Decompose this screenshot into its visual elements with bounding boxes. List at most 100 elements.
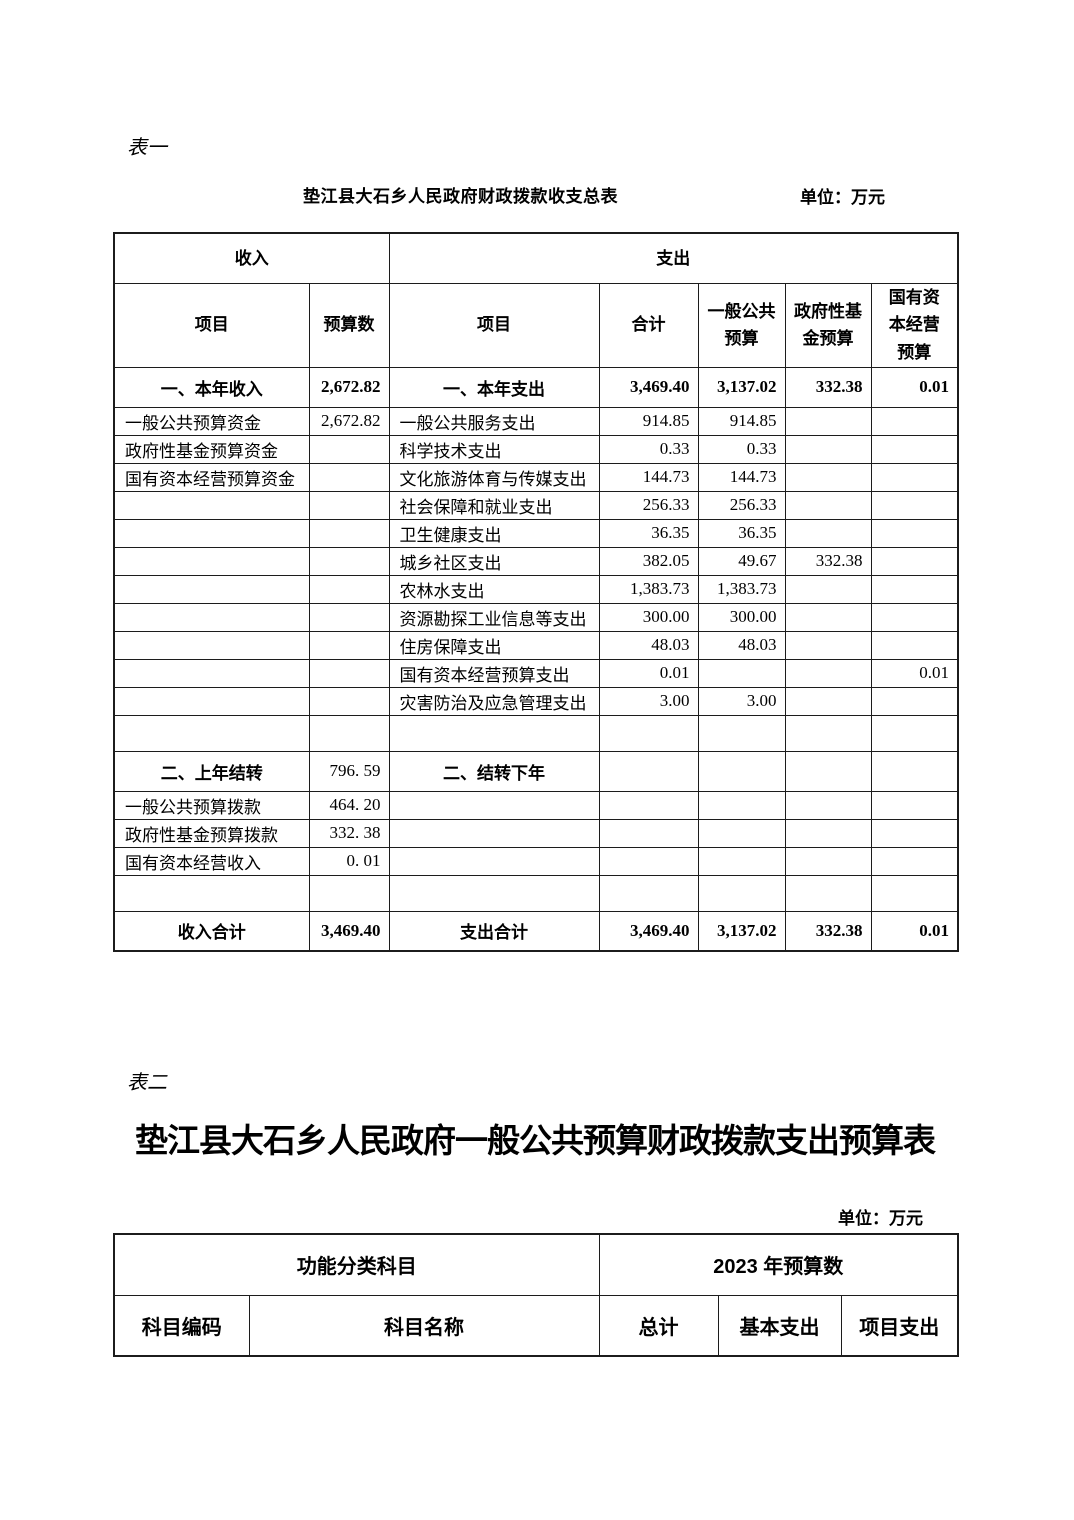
gov-fund-budget-cell: 332.38 (784, 546, 872, 576)
income-item-cell: 国有资本经营预算资金 (113, 462, 310, 492)
income-item-cell: 一、本年收入 (113, 366, 310, 408)
general-public-budget-cell: 1,383.73 (697, 574, 786, 604)
income-item-cell: 国有资本经营收入 (113, 846, 310, 876)
gov-fund-budget-cell (784, 630, 872, 660)
general-public-budget-cell: 914.85 (697, 406, 786, 436)
fiscal-summary-table: 收入 支出 项目 预算数 项目 合计 一般公共 预算 政府性基 金预算 国有资 … (113, 232, 960, 952)
budget-year-header: 2023 年预算数 (598, 1233, 959, 1296)
expense-total-cell (598, 790, 699, 820)
income-budget-cell (308, 518, 390, 548)
expense-total-cell (598, 874, 699, 912)
expense-item-cell (388, 846, 600, 876)
income-budget-cell (308, 658, 390, 688)
income-item-cell (113, 546, 310, 576)
state-capital-budget-cell (870, 574, 959, 604)
expense-item-cell: 一般公共服务支出 (388, 406, 600, 436)
subject-name-header: 科目名称 (248, 1294, 600, 1357)
expense-item-cell (388, 714, 600, 752)
income-item-cell (113, 686, 310, 716)
state-capital-budget-cell (870, 490, 959, 520)
table-row: 卫生健康支出 36.35 36.35 (113, 518, 959, 548)
general-public-budget-cell (697, 750, 786, 792)
income-item-cell (113, 602, 310, 632)
state-capital-budget-cell (870, 714, 959, 752)
income-budget-cell: 2,672.82 (308, 366, 390, 408)
income-budget-cell (308, 574, 390, 604)
expense-item-cell: 支出合计 (388, 910, 600, 952)
income-item-cell (113, 874, 310, 912)
income-budget-cell (308, 686, 390, 716)
expense-item-cell: 社会保障和就业支出 (388, 490, 600, 520)
income-budget-cell: 3,469.40 (308, 910, 390, 952)
table1-title: 垫江县大石乡人民政府财政拨款收支总表 (303, 187, 618, 206)
state-capital-budget-cell (870, 434, 959, 464)
expense-total-cell: 0.33 (598, 434, 699, 464)
gov-fund-budget-cell (784, 462, 872, 492)
table-row (113, 714, 959, 752)
general-public-budget-cell: 144.73 (697, 462, 786, 492)
expense-item-cell: 科学技术支出 (388, 434, 600, 464)
expense-item-cell: 二、结转下年 (388, 750, 600, 792)
table-row: 一般公共预算资金 2,672.82 一般公共服务支出 914.85 914.85 (113, 406, 959, 436)
gov-fund-budget-cell (784, 874, 872, 912)
table1-label: 表一 (127, 137, 167, 159)
general-public-budget-header: 一般公共 预算 (697, 282, 786, 368)
table-row: 政府性基金预算拨款 332. 38 (113, 818, 959, 848)
state-capital-budget-cell (870, 750, 959, 792)
table1-unit-label: 单位：万元 (800, 188, 885, 207)
expense-total-cell (598, 714, 699, 752)
gov-fund-budget-cell (784, 490, 872, 520)
basic-expense-header: 基本支出 (717, 1294, 842, 1357)
income-budget-cell: 0. 01 (308, 846, 390, 876)
state-capital-budget-cell (870, 790, 959, 820)
project-expense-header: 项目支出 (840, 1294, 959, 1357)
expense-item-cell: 城乡社区支出 (388, 546, 600, 576)
gov-fund-budget-cell (784, 846, 872, 876)
expense-item-cell: 农林水支出 (388, 574, 600, 604)
income-item-cell (113, 490, 310, 520)
table-header-row: 收入 支出 (113, 232, 959, 284)
general-public-budget-cell (697, 846, 786, 876)
gov-fund-budget-cell: 332.38 (784, 910, 872, 952)
table-header-row: 科目编码 科目名称 总计 基本支出 项目支出 (113, 1294, 959, 1357)
table-row: 国有资本经营预算资金 文化旅游体育与传媒支出 144.73 144.73 (113, 462, 959, 492)
income-budget-cell (308, 602, 390, 632)
expense-item-header: 项目 (388, 282, 600, 368)
income-budget-cell: 332. 38 (308, 818, 390, 848)
income-budget-cell (308, 714, 390, 752)
gov-fund-budget-cell (784, 750, 872, 792)
expense-total-cell: 382.05 (598, 546, 699, 576)
income-item-cell (113, 714, 310, 752)
general-public-budget-cell: 300.00 (697, 602, 786, 632)
table-header-row: 项目 预算数 项目 合计 一般公共 预算 政府性基 金预算 国有资 本经营 预算 (113, 282, 959, 368)
state-capital-budget-cell: 0.01 (870, 910, 959, 952)
income-budget-cell: 464. 20 (308, 790, 390, 820)
state-capital-budget-cell (870, 462, 959, 492)
total-header: 总计 (598, 1294, 719, 1357)
table-row: 城乡社区支出 382.05 49.67 332.38 (113, 546, 959, 576)
gov-fund-budget-cell (784, 686, 872, 716)
gov-fund-budget-cell (784, 818, 872, 848)
expense-item-cell: 文化旅游体育与传媒支出 (388, 462, 600, 492)
gov-fund-budget-cell (784, 714, 872, 752)
table-body: 一、本年收入 2,672.82 一、本年支出 3,469.40 3,137.02 332.… (113, 366, 959, 952)
gov-fund-budget-cell: 332.38 (784, 366, 872, 408)
expense-total-cell: 914.85 (598, 406, 699, 436)
gov-fund-budget-cell (784, 602, 872, 632)
income-budget-cell (308, 434, 390, 464)
income-budget-cell: 2,672.82 (308, 406, 390, 436)
income-item-cell: 收入合计 (113, 910, 310, 952)
income-item-header: 项目 (113, 282, 310, 368)
general-public-budget-cell (697, 790, 786, 820)
gov-fund-budget-header: 政府性基 金预算 (784, 282, 872, 368)
expense-total-cell: 3,469.40 (598, 910, 699, 952)
expense-item-cell: 灾害防治及应急管理支出 (388, 686, 600, 716)
general-public-budget-cell: 48.03 (697, 630, 786, 660)
income-item-cell: 一般公共预算拨款 (113, 790, 310, 820)
income-budget-header: 预算数 (308, 282, 390, 368)
state-capital-budget-cell (870, 686, 959, 716)
expense-total-cell (598, 818, 699, 848)
income-item-cell: 二、上年结转 (113, 750, 310, 792)
general-public-budget-cell (697, 714, 786, 752)
